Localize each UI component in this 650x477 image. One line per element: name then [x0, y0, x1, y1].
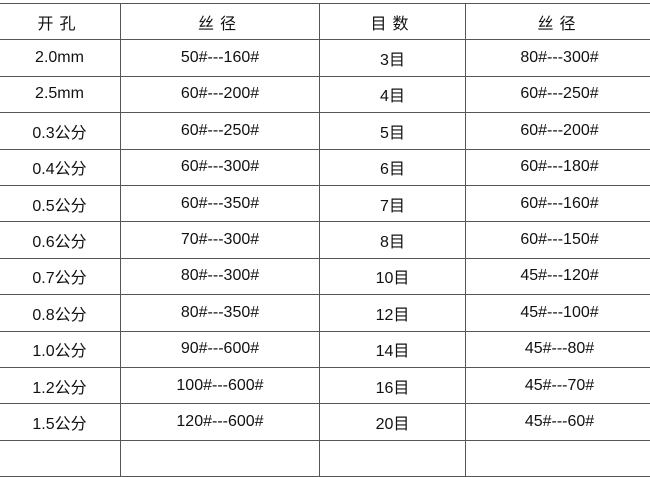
mesh-count-cell: 5目 — [320, 113, 466, 149]
header-mesh-count: 目数 — [320, 4, 466, 40]
mesh-count-cell: 12目 — [320, 295, 466, 331]
aperture-cell: 1.2公分 — [0, 367, 121, 403]
aperture-cell: 1.5公分 — [0, 404, 121, 440]
mesh-count-cell: 7目 — [320, 185, 466, 221]
table-row-partial — [0, 440, 650, 476]
mesh-count-cell: 6目 — [320, 149, 466, 185]
aperture-cell: 0.4公分 — [0, 149, 121, 185]
aperture-cell: 0.8公分 — [0, 295, 121, 331]
wire-diameter-cell: 90#---600# — [121, 331, 320, 367]
wire-diameter-cell-2: 60#---160# — [466, 185, 650, 221]
wire-diameter-cell: 70#---300# — [121, 222, 320, 258]
aperture-cell: 0.6公分 — [0, 222, 121, 258]
wire-diameter-cell-2: 45#---70# — [466, 367, 650, 403]
mesh-count-cell: 3目 — [320, 40, 466, 76]
wire-diameter-cell-2: 45#---80# — [466, 331, 650, 367]
wire-diameter-cell-2: 80#---300# — [466, 40, 650, 76]
mesh-count-cell: 4目 — [320, 76, 466, 112]
wire-diameter-cell: 80#---350# — [121, 295, 320, 331]
empty-cell — [0, 440, 121, 476]
aperture-cell: 0.7公分 — [0, 258, 121, 294]
mesh-count-cell: 10目 — [320, 258, 466, 294]
wire-diameter-cell: 60#---300# — [121, 149, 320, 185]
wire-diameter-cell-2: 45#---120# — [466, 258, 650, 294]
wire-diameter-cell: 60#---200# — [121, 76, 320, 112]
wire-diameter-cell-2: 60#---200# — [466, 113, 650, 149]
wire-diameter-cell: 100#---600# — [121, 367, 320, 403]
mesh-count-cell: 16目 — [320, 367, 466, 403]
wire-diameter-cell-2: 45#---100# — [466, 295, 650, 331]
mesh-count-cell: 8目 — [320, 222, 466, 258]
wire-diameter-cell: 80#---300# — [121, 258, 320, 294]
aperture-cell: 2.5mm — [0, 76, 121, 112]
header-wire-diameter: 丝径 — [121, 4, 320, 40]
empty-cell — [320, 440, 466, 476]
wire-diameter-cell-2: 45#---60# — [466, 404, 650, 440]
wire-diameter-cell: 50#---160# — [121, 40, 320, 76]
aperture-cell: 1.0公分 — [0, 331, 121, 367]
mesh-count-cell: 14目 — [320, 331, 466, 367]
aperture-cell: 0.5公分 — [0, 185, 121, 221]
empty-cell — [466, 440, 650, 476]
empty-cell — [121, 440, 320, 476]
wire-diameter-cell-2: 60#---250# — [466, 76, 650, 112]
mesh-count-cell: 20目 — [320, 404, 466, 440]
wire-diameter-cell: 60#---250# — [121, 113, 320, 149]
header-row: 开孔 丝径 目数 丝径 — [0, 4, 650, 40]
header-wire-diameter-2: 丝径 — [466, 4, 650, 40]
wire-diameter-cell-2: 60#---150# — [466, 222, 650, 258]
wire-diameter-cell: 120#---600# — [121, 404, 320, 440]
aperture-cell: 0.3公分 — [0, 113, 121, 149]
aperture-cell: 2.0mm — [0, 40, 121, 76]
wire-diameter-cell-2: 60#---180# — [466, 149, 650, 185]
wire-diameter-cell: 60#---350# — [121, 185, 320, 221]
header-aperture: 开孔 — [0, 4, 121, 40]
